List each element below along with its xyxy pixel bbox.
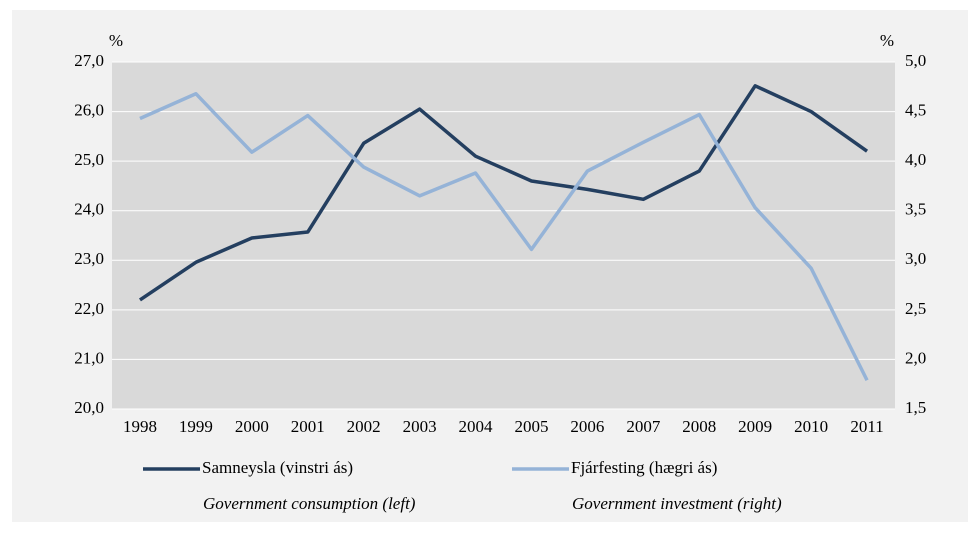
plot-area: [112, 62, 895, 409]
y-tick-label: 26,0: [74, 100, 104, 119]
x-tick-label: 2006: [570, 417, 604, 436]
y2-tick-label: 4,0: [905, 150, 926, 169]
y-tick-label: 22,0: [74, 299, 104, 318]
y-tick-label: 24,0: [74, 200, 104, 219]
x-tick-label: 2010: [794, 417, 828, 436]
series-line: [138, 84, 869, 302]
y-tick-label: 27,0: [74, 51, 104, 70]
y-tick-label: 25,0: [74, 150, 104, 169]
x-tick-label: 2009: [738, 417, 772, 436]
legend-subtitle: Government investment (right): [572, 494, 782, 513]
y2-tick-label: 3,0: [905, 249, 926, 268]
y-tick-label: 23,0: [74, 249, 104, 268]
x-tick-label: 2008: [682, 417, 716, 436]
y2-tick-label: 5,0: [905, 51, 926, 70]
y2-tick-label: 4,5: [905, 100, 926, 119]
x-tick-label: 2001: [291, 417, 325, 436]
y2-tick-label: 3,5: [905, 200, 926, 219]
x-tick-label: 2005: [514, 417, 548, 436]
x-tick-label: 2004: [459, 417, 494, 436]
y-tick-label: 20,0: [74, 398, 104, 417]
x-tick-label: 2011: [850, 417, 883, 436]
legend-label: Fjárfesting (hægri ás): [571, 458, 717, 477]
y-tick-label: 21,0: [74, 348, 104, 367]
y2-tick-label: 2,0: [905, 348, 926, 367]
x-tick-label: 1998: [123, 417, 157, 436]
series-line: [139, 91, 869, 382]
y-axis-label: %: [109, 31, 123, 50]
x-tick-label: 2000: [235, 417, 269, 436]
x-tick-label: 2007: [626, 417, 661, 436]
x-tick-label: 2003: [403, 417, 437, 436]
y2-tick-label: 1,5: [905, 398, 926, 417]
y2-axis-label: %: [880, 31, 894, 50]
legend-label: Samneysla (vinstri ás): [202, 458, 353, 477]
legend-subtitle: Government consumption (left): [203, 494, 416, 513]
x-tick-label: 2002: [347, 417, 381, 436]
y2-tick-label: 2,5: [905, 299, 926, 318]
x-tick-label: 1999: [179, 417, 213, 436]
